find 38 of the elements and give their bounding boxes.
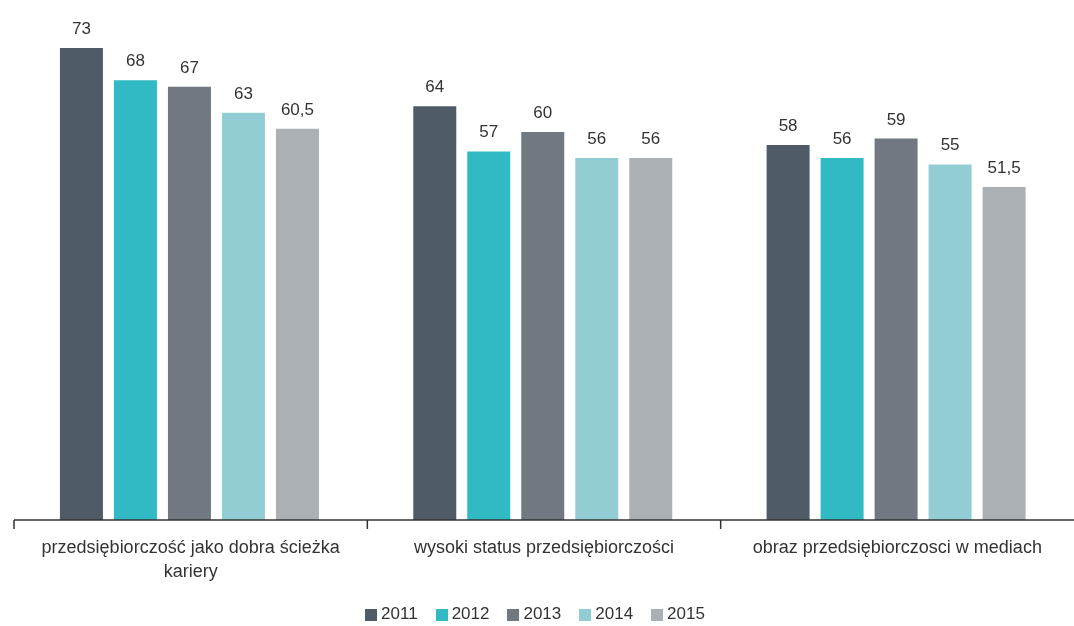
data-label: 64: [425, 77, 445, 97]
data-label: 68: [125, 51, 145, 71]
bar: [874, 138, 918, 520]
legend-label: 2015: [667, 604, 705, 623]
bar: [766, 144, 810, 520]
data-label: 60: [533, 103, 553, 123]
x-tick-label: wysoki status przedsiębiorczości: [412, 537, 675, 557]
data-label: 51,5: [987, 158, 1021, 178]
legend-label: 2014: [595, 604, 634, 623]
bar: [820, 157, 864, 520]
bar: [982, 187, 1026, 520]
bar: [221, 112, 265, 520]
data-label: 67: [179, 57, 199, 77]
bar: [521, 132, 565, 520]
data-label: 57: [479, 122, 499, 142]
legend-label: 2012: [451, 604, 490, 623]
bar: [629, 157, 673, 520]
data-label: 56: [832, 128, 852, 148]
bar: [275, 128, 319, 520]
bar: [413, 106, 457, 520]
data-label: 59: [886, 109, 906, 129]
data-label: 56: [587, 128, 607, 148]
x-tick-label: obraz przedsiębiorczosci w mediach: [752, 537, 1042, 557]
data-label: 73: [71, 19, 91, 38]
bar: [113, 80, 157, 520]
legend-label: 2013: [523, 604, 562, 623]
bar: [575, 157, 619, 520]
legend-label: 2011: [381, 604, 418, 623]
bar: [59, 48, 103, 520]
bar: [928, 164, 972, 520]
data-label: 58: [778, 115, 798, 135]
bar: [467, 151, 511, 520]
data-label: 56: [641, 128, 661, 148]
x-tick-label: przedsiębiorczość jako dobra ścieżka kariery: [41, 537, 341, 581]
bar: [167, 86, 211, 520]
data-label: 60,5: [280, 99, 314, 119]
data-label: 55: [940, 135, 960, 155]
data-label: 63: [233, 83, 253, 103]
